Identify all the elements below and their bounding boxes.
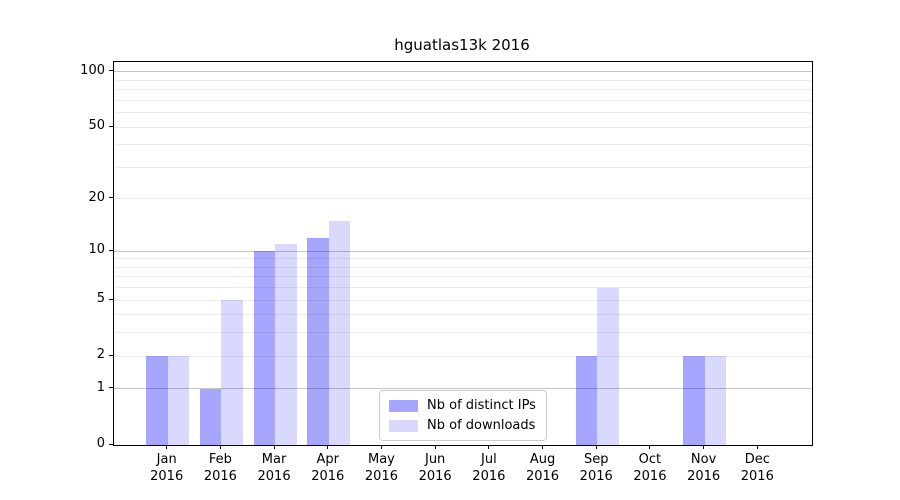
y-tick-label: 50	[88, 118, 105, 134]
bar-sep-downloads	[597, 287, 619, 445]
gridline	[114, 258, 812, 260]
chart-title: hguatlas13k 2016	[394, 36, 530, 54]
x-tick-mark	[380, 445, 382, 449]
gridline	[114, 314, 812, 316]
y-tick-label: 1	[96, 379, 105, 395]
x-tick-mark	[542, 445, 544, 449]
y-tick-label: 10	[88, 242, 105, 258]
legend-label: Nb of distinct IPs	[427, 398, 536, 413]
y-tick-mark	[109, 354, 113, 356]
x-tick-label-jul: Jul 2016	[472, 452, 506, 484]
y-tick-label: 100	[80, 62, 105, 78]
bar-apr-downloads	[328, 220, 351, 445]
gridline	[114, 89, 812, 91]
y-tick-mark	[109, 70, 113, 72]
y-tick-label: 5	[96, 291, 105, 307]
y-tick-mark	[109, 298, 113, 300]
gridline	[114, 355, 812, 357]
x-tick-mark	[273, 445, 275, 449]
gridline	[114, 198, 812, 200]
bar-jan-distinct-ips	[146, 356, 168, 445]
gridline	[114, 126, 812, 128]
x-tick-label-oct: Oct 2016	[633, 452, 667, 484]
y-tick-mark	[109, 387, 113, 389]
x-tick-label-feb: Feb 2016	[203, 452, 237, 484]
bar-nov-downloads	[704, 356, 727, 445]
y-tick-label: 2	[96, 347, 105, 363]
gridline	[114, 287, 812, 289]
x-tick-mark	[434, 445, 436, 449]
y-tick-mark	[109, 443, 113, 445]
x-tick-label-apr: Apr 2016	[311, 452, 345, 484]
bar-sep-distinct-ips	[575, 356, 598, 445]
bar-apr-distinct-ips	[307, 237, 329, 445]
x-tick-label-aug: Aug 2016	[525, 452, 560, 484]
x-tick-mark	[219, 445, 221, 449]
x-tick-label-mar: Mar 2016	[257, 452, 291, 484]
bar-feb-downloads	[221, 300, 243, 445]
gridline	[114, 299, 812, 301]
bar-feb-distinct-ips	[199, 388, 222, 445]
legend: Nb of distinct IPs Nb of downloads	[379, 390, 547, 441]
y-tick-label: 20	[88, 189, 105, 205]
gridline	[114, 99, 812, 101]
legend-item: Nb of distinct IPs	[389, 398, 536, 413]
x-tick-mark	[488, 445, 490, 449]
x-tick-label-dec: Dec 2016	[740, 452, 774, 484]
legend-swatch-icon	[389, 419, 418, 432]
gridline	[114, 276, 812, 278]
x-tick-mark	[327, 445, 329, 449]
x-tick-label-jun: Jun 2016	[418, 452, 452, 484]
bar-jan-downloads	[167, 356, 190, 445]
gridline	[114, 71, 812, 73]
y-tick-label: 0	[96, 436, 105, 451]
gridline	[114, 112, 812, 114]
legend-label: Nb of downloads	[427, 418, 536, 433]
y-tick-mark	[109, 125, 113, 127]
gridline	[114, 79, 812, 81]
bar-nov-distinct-ips	[683, 356, 705, 445]
x-tick-label-nov: Nov 2016	[687, 452, 721, 484]
bar-mar-downloads	[275, 244, 297, 445]
gridline	[114, 388, 812, 390]
gridline	[114, 250, 812, 252]
x-tick-mark	[649, 445, 651, 449]
x-tick-label-jan: Jan 2016	[150, 452, 184, 484]
x-tick-label-sep: Sep 2016	[579, 452, 613, 484]
gridline	[114, 266, 812, 268]
legend-item: Nb of downloads	[389, 418, 536, 433]
gridline	[114, 332, 812, 334]
y-tick-mark	[109, 249, 113, 251]
legend-swatch-icon	[389, 399, 418, 412]
x-tick-mark	[166, 445, 168, 449]
x-tick-mark	[756, 445, 758, 449]
plot-area: Nb of distinct IPs Nb of downloads	[113, 61, 813, 446]
y-tick-mark	[109, 197, 113, 199]
gridline	[114, 144, 812, 146]
x-tick-mark	[703, 445, 705, 449]
gridline	[114, 166, 812, 168]
x-tick-mark	[595, 445, 597, 449]
bar-mar-distinct-ips	[253, 251, 276, 445]
x-tick-label-may: May 2016	[364, 452, 398, 484]
